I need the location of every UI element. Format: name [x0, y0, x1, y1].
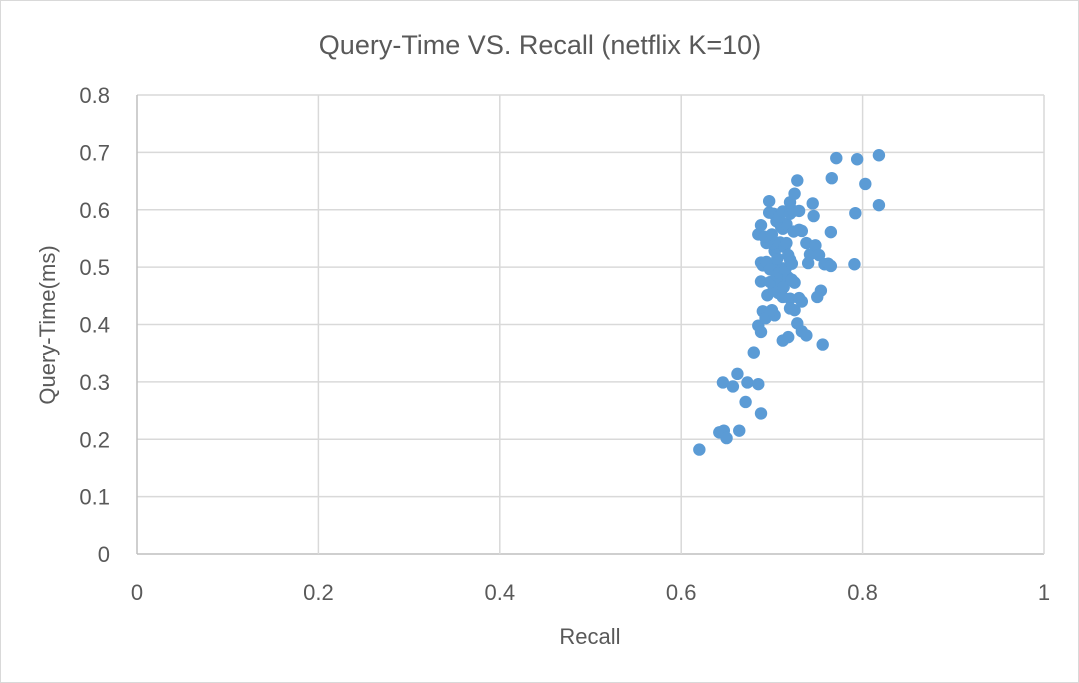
data-point — [754, 275, 768, 288]
data-point — [830, 151, 843, 165]
y-tick-label: 0.6 — [79, 198, 110, 223]
y-tick-label: 0.8 — [79, 83, 110, 108]
data-point — [787, 225, 800, 238]
data-point — [859, 177, 872, 191]
data-point — [809, 239, 822, 252]
y-tick-label: 0.5 — [79, 255, 110, 280]
data-point — [726, 380, 740, 393]
data-point — [801, 256, 815, 270]
data-point — [849, 206, 862, 220]
y-axis-title: Query-Time(ms) — [35, 245, 60, 404]
x-axis-tick-labels: 0 0.2 0.4 0.6 0.8 1 — [131, 580, 1050, 605]
y-tick-label: 0 — [98, 542, 110, 567]
data-point — [733, 424, 746, 437]
data-point — [747, 346, 760, 359]
data-point — [788, 303, 801, 317]
gridlines — [136, 94, 1045, 555]
data-point — [824, 225, 838, 239]
x-tick-label: 0.8 — [847, 580, 878, 605]
data-point — [791, 174, 804, 187]
data-point — [776, 334, 789, 347]
data-point — [780, 236, 793, 250]
data-point — [739, 395, 752, 409]
data-point — [825, 171, 838, 185]
data-point — [788, 187, 801, 200]
x-axis-title: Recall — [559, 624, 620, 649]
data-point — [765, 228, 779, 241]
x-tick-label: 1 — [1038, 580, 1050, 605]
data-point — [848, 258, 861, 271]
data-point — [850, 153, 864, 166]
data-point — [795, 295, 809, 308]
data-point — [800, 329, 813, 342]
y-axis-tick-labels: 0 0.1 0.2 0.3 0.4 0.5 0.6 0.7 0.8 — [79, 83, 110, 567]
x-tick-label: 0.2 — [303, 580, 334, 605]
data-point — [765, 303, 779, 317]
y-tick-label: 0.1 — [79, 485, 110, 510]
chart-title: Query-Time VS. Recall (netflix K=10) — [319, 30, 761, 60]
data-point — [754, 407, 768, 420]
data-point — [816, 338, 829, 351]
data-point — [807, 209, 820, 223]
data-point — [762, 194, 776, 208]
data-point — [811, 290, 824, 304]
data-point — [754, 219, 768, 232]
data-point — [782, 248, 795, 262]
x-tick-label: 0.4 — [485, 580, 516, 605]
data-point — [806, 197, 819, 210]
x-tick-label: 0.6 — [666, 580, 697, 605]
data-point — [812, 248, 826, 262]
data-point — [762, 206, 776, 219]
data-point — [752, 377, 765, 391]
data-point — [731, 367, 744, 381]
y-tick-label: 0.3 — [79, 370, 110, 395]
data-point — [720, 431, 733, 445]
data-point — [792, 204, 806, 218]
data-point — [785, 273, 799, 286]
data-point — [824, 259, 838, 273]
data-point — [754, 325, 768, 339]
data-point — [783, 292, 797, 305]
data-point — [872, 149, 886, 162]
y-tick-label: 0.2 — [79, 427, 110, 452]
x-tick-label: 0 — [131, 580, 143, 605]
data-point — [872, 198, 886, 212]
data-point — [777, 281, 790, 294]
y-tick-label: 0.7 — [79, 140, 110, 165]
data-points — [693, 149, 886, 456]
y-tick-label: 0.4 — [79, 313, 110, 338]
data-point — [741, 376, 754, 389]
data-point — [716, 376, 730, 389]
data-point — [693, 443, 706, 456]
